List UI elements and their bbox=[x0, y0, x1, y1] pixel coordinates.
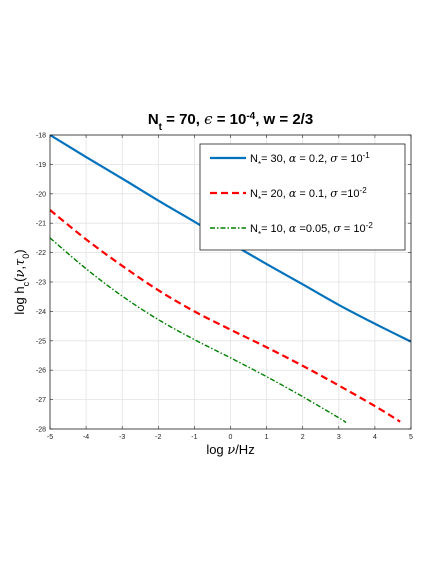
x-tick-label: 3 bbox=[337, 434, 341, 441]
ticks: -5 -4 -3 -2 -1 0 1 2 3 4 5 -28 -27 -26 -25 -24 -23 -22 -21… bbox=[36, 133, 413, 442]
series-line-2 bbox=[50, 209, 401, 423]
legend-box bbox=[199, 143, 406, 251]
x-tick-label: 0 bbox=[229, 434, 233, 441]
x-tick-label: 2 bbox=[301, 434, 305, 441]
y-tick-label: -18 bbox=[36, 133, 46, 140]
y-axis-label: log hc(ν,τ0) bbox=[12, 249, 31, 314]
x-tick-label: -2 bbox=[155, 434, 161, 441]
series-line-3 bbox=[50, 237, 347, 424]
x-tick-label: 4 bbox=[373, 434, 377, 441]
y-tick-label: -20 bbox=[36, 191, 46, 198]
x-tick-label: -5 bbox=[47, 434, 53, 441]
y-tick-label: -19 bbox=[36, 162, 46, 169]
x-tick-label: 5 bbox=[409, 434, 413, 441]
y-tick-label: -26 bbox=[36, 368, 46, 375]
x-tick-label: -4 bbox=[83, 434, 89, 441]
y-tick-label: -28 bbox=[36, 427, 46, 434]
x-tick-label: 1 bbox=[265, 434, 269, 441]
chart-title: Nt = 70, ϵ = 10-4, w = 2/3 bbox=[148, 110, 313, 133]
y-tick-label: -23 bbox=[36, 280, 46, 287]
y-tick-label: -22 bbox=[36, 250, 46, 257]
legend-label-2: N*= 20, α = 0.1, σ =10-2 bbox=[250, 186, 367, 204]
y-tick-label: -21 bbox=[36, 221, 46, 228]
y-tick-label: -24 bbox=[36, 309, 46, 316]
legend-label-3: N*= 10, α =0.05, σ = 10-2 bbox=[250, 221, 373, 239]
legend-label-1: N*= 30, α = 0.2, σ = 10-1 bbox=[250, 151, 370, 169]
y-tick-label: -25 bbox=[36, 338, 46, 345]
x-tick-label: -1 bbox=[191, 434, 197, 441]
x-axis-label: log ν/Hz bbox=[206, 442, 254, 458]
y-tick-label: -27 bbox=[36, 397, 46, 404]
legend: N*= 30, α = 0.2, σ = 10-1 N*= 20, α = 0.1… bbox=[199, 143, 406, 251]
x-tick-label: -3 bbox=[119, 434, 125, 441]
